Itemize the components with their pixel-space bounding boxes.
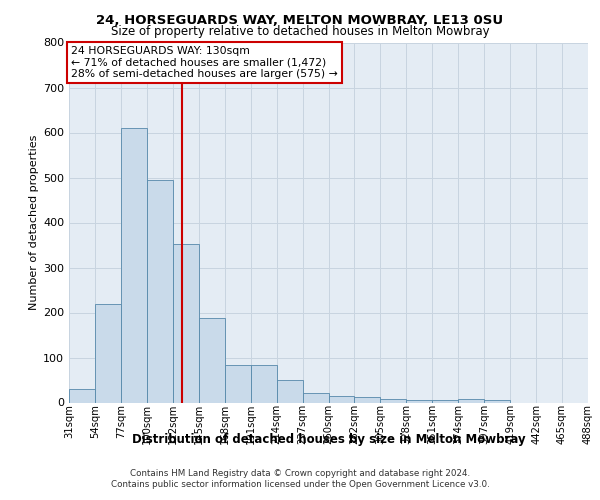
Bar	[355, 396, 380, 402]
Bar	[484, 400, 510, 402]
Text: Contains public sector information licensed under the Open Government Licence v3: Contains public sector information licen…	[110, 480, 490, 489]
Text: 24 HORSEGUARDS WAY: 130sqm
← 71% of detached houses are smaller (1,472)
28% of s: 24 HORSEGUARDS WAY: 130sqm ← 71% of deta…	[71, 46, 338, 79]
Bar	[380, 399, 406, 402]
Bar	[95, 304, 121, 402]
Bar	[69, 389, 95, 402]
Bar	[251, 365, 277, 403]
Bar	[302, 392, 329, 402]
Bar	[173, 244, 199, 402]
Bar	[406, 400, 432, 402]
Bar	[433, 400, 458, 402]
Bar	[458, 399, 484, 402]
Bar	[121, 128, 147, 402]
Bar	[329, 396, 355, 402]
Bar	[199, 318, 224, 402]
Text: 24, HORSEGUARDS WAY, MELTON MOWBRAY, LE13 0SU: 24, HORSEGUARDS WAY, MELTON MOWBRAY, LE1…	[97, 14, 503, 27]
Bar	[225, 365, 251, 403]
Text: Size of property relative to detached houses in Melton Mowbray: Size of property relative to detached ho…	[110, 25, 490, 38]
Text: Distribution of detached houses by size in Melton Mowbray: Distribution of detached houses by size …	[132, 432, 526, 446]
Bar	[277, 380, 302, 402]
Y-axis label: Number of detached properties: Number of detached properties	[29, 135, 39, 310]
Text: Contains HM Land Registry data © Crown copyright and database right 2024.: Contains HM Land Registry data © Crown c…	[130, 469, 470, 478]
Bar	[147, 180, 173, 402]
